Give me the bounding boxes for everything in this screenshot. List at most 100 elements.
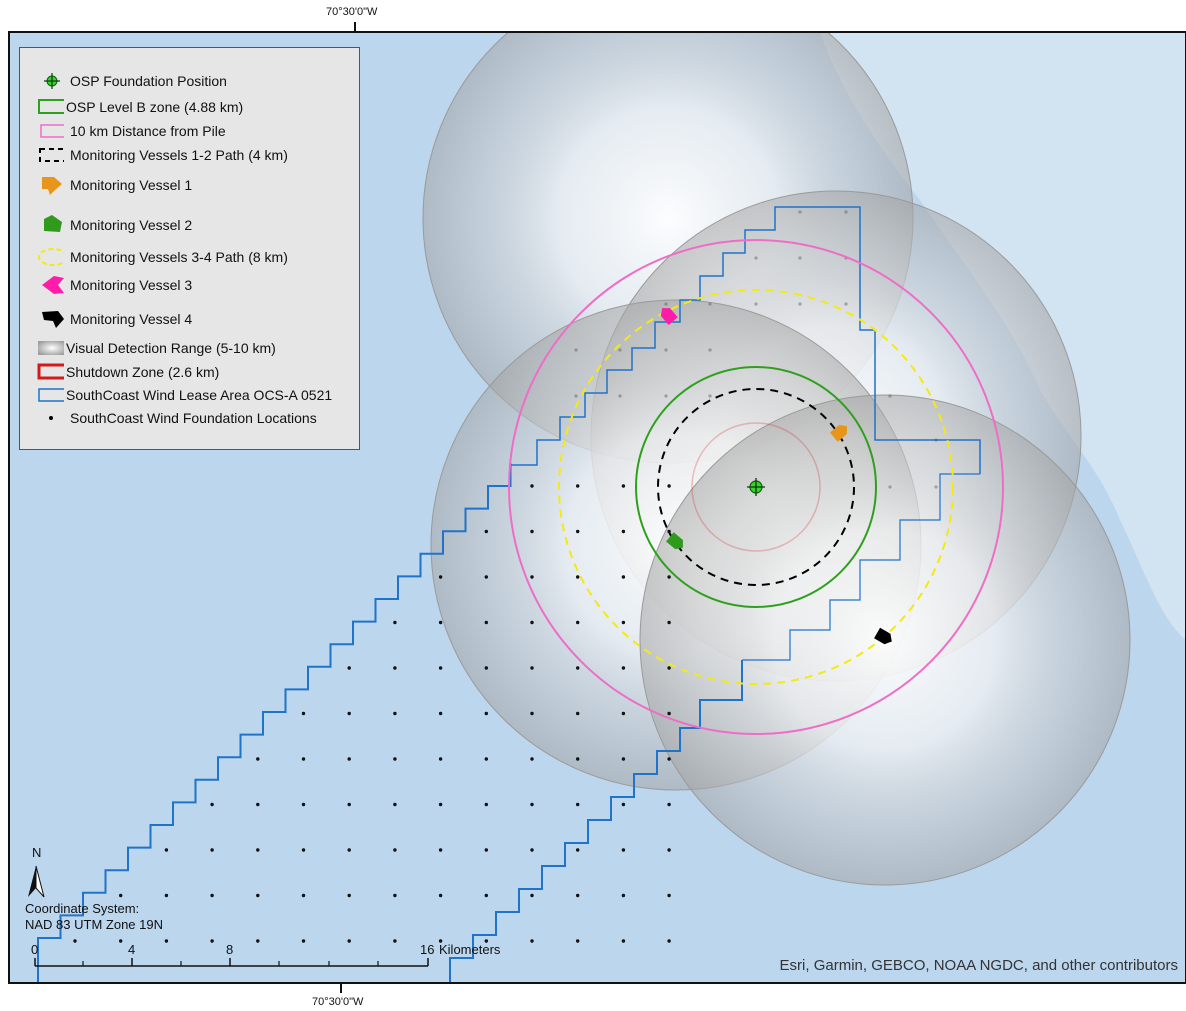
foundation-dot bbox=[256, 939, 260, 943]
map-border bbox=[8, 31, 1186, 984]
legend-item: Shutdown Zone (2.6 km) bbox=[20, 361, 219, 383]
foundation-dot bbox=[530, 620, 534, 625]
foundation-dot bbox=[438, 757, 443, 761]
foundation-dot bbox=[393, 666, 397, 670]
foundation-dot bbox=[530, 666, 534, 670]
foundation-dot bbox=[667, 484, 671, 488]
foundation-dot bbox=[484, 529, 488, 534]
foundation-dot bbox=[210, 893, 214, 898]
legend-label: Monitoring Vessels 1-2 Path (4 km) bbox=[70, 147, 288, 163]
foundation-dot bbox=[576, 666, 580, 670]
foundation-dot bbox=[530, 484, 534, 488]
foundation-dot bbox=[210, 802, 214, 807]
foundation-dot bbox=[347, 893, 351, 898]
foundation-dot bbox=[621, 711, 626, 716]
foundation-dot bbox=[576, 802, 580, 807]
foundation-dot bbox=[798, 302, 802, 306]
monitoring-vessel-1-icon bbox=[830, 424, 847, 442]
legend-label: Monitoring Vessel 4 bbox=[70, 311, 193, 327]
foundation-dot bbox=[708, 302, 712, 306]
foundation-dot bbox=[438, 711, 443, 716]
foundation-dot bbox=[576, 529, 580, 534]
foundation-dot bbox=[73, 939, 77, 943]
foundation-dot bbox=[530, 848, 534, 852]
legend-item: SouthCoast Wind Lease Area OCS-A 0521 bbox=[20, 384, 332, 406]
foundation-dot bbox=[393, 620, 397, 625]
gray-gradient-icon bbox=[20, 337, 66, 359]
osp-crosshair-icon bbox=[20, 70, 64, 92]
lease-area-boundary bbox=[742, 473, 980, 661]
yellow-dashed-ellipse-icon bbox=[20, 246, 68, 268]
foundation-dot bbox=[618, 394, 622, 398]
map-legend: OSP Foundation Position OSP Level B zone… bbox=[19, 47, 360, 450]
foundation-dot bbox=[301, 848, 306, 852]
legend-label: OSP Level B zone (4.88 km) bbox=[66, 99, 244, 115]
foundation-dot bbox=[256, 893, 260, 898]
vessels-3-4-path bbox=[558, 289, 954, 685]
foundation-dot bbox=[576, 711, 580, 716]
foundation-dot bbox=[621, 939, 626, 943]
foundation-dot bbox=[301, 802, 306, 807]
foundation-dot bbox=[618, 348, 622, 352]
level-b-zone-ring bbox=[635, 366, 877, 608]
foundation-dot bbox=[301, 711, 306, 716]
lease-area-boundary bbox=[37, 463, 512, 983]
foundation-dot bbox=[667, 939, 671, 943]
foundation-dot bbox=[484, 939, 488, 943]
ten-km-distance-ring bbox=[508, 239, 1004, 735]
foundation-dot bbox=[667, 575, 671, 579]
foundation-dot bbox=[621, 848, 626, 852]
north-label: N bbox=[32, 845, 42, 860]
foundation-dot bbox=[888, 485, 892, 489]
foundation-dot bbox=[347, 802, 351, 807]
foundation-dot bbox=[754, 302, 758, 306]
foundation-dot bbox=[484, 575, 488, 579]
foundation-dot bbox=[667, 802, 671, 807]
legend-item: OSP Foundation Position bbox=[20, 70, 227, 92]
foundation-dot bbox=[393, 757, 397, 761]
legend-label: SouthCoast Wind Foundation Locations bbox=[70, 410, 317, 426]
foundation-dot bbox=[708, 394, 712, 398]
foundation-dot bbox=[664, 394, 668, 398]
monitoring-vessel-4-icon bbox=[874, 627, 892, 645]
coordinate-system-value: NAD 83 UTM Zone 19N bbox=[25, 917, 163, 932]
magenta-vessel-icon bbox=[20, 274, 64, 296]
osp-foundation-icon bbox=[747, 478, 765, 496]
legend-label: Shutdown Zone (2.6 km) bbox=[66, 364, 220, 380]
foundation-dot bbox=[438, 575, 443, 579]
legend-item: Monitoring Vessels 3-4 Path (8 km) bbox=[20, 246, 288, 268]
foundation-dot bbox=[576, 757, 580, 761]
foundation-dot bbox=[347, 848, 351, 852]
foundation-dot bbox=[576, 848, 580, 852]
foundation-dot bbox=[438, 620, 443, 625]
foundation-dot bbox=[530, 529, 534, 534]
foundation-dot bbox=[484, 620, 488, 625]
foundation-dot bbox=[664, 348, 668, 352]
legend-label: Monitoring Vessel 1 bbox=[70, 177, 193, 193]
foundation-dot bbox=[256, 848, 260, 852]
lease-area-boundary bbox=[449, 660, 743, 983]
foundation-dot bbox=[393, 711, 397, 716]
foundation-dot bbox=[301, 893, 306, 898]
foundation-dot bbox=[256, 802, 260, 807]
legend-item: Monitoring Vessel 1 bbox=[20, 174, 192, 196]
foundation-dot bbox=[484, 848, 488, 852]
lease-area-outline bbox=[37, 206, 981, 983]
legend-label: OSP Foundation Position bbox=[70, 73, 227, 89]
foundation-dot bbox=[667, 711, 671, 716]
legend-label: SouthCoast Wind Lease Area OCS-A 0521 bbox=[66, 387, 333, 403]
foundation-dot bbox=[301, 757, 306, 761]
blue-box-icon bbox=[20, 384, 67, 406]
legend-item: OSP Level B zone (4.88 km) bbox=[20, 96, 243, 118]
foundation-dot bbox=[438, 848, 443, 852]
foundation-dot bbox=[621, 666, 626, 670]
foundation-dot bbox=[438, 666, 443, 670]
foundation-dot bbox=[347, 939, 351, 943]
foundation-dot bbox=[576, 484, 580, 488]
foundation-locations bbox=[73, 210, 938, 943]
foundation-dot bbox=[484, 893, 488, 898]
foundation-dot bbox=[621, 620, 626, 625]
foundation-dot bbox=[301, 939, 306, 943]
foundation-dot bbox=[393, 848, 397, 852]
